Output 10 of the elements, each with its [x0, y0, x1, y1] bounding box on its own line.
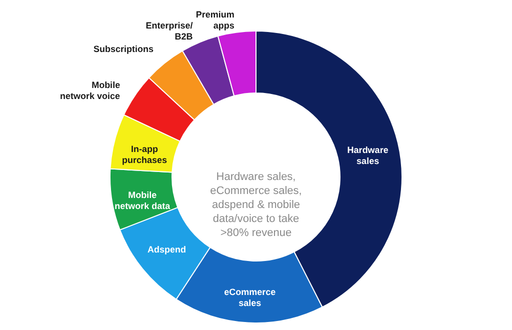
slice-label: Enterprise/ B2B	[146, 20, 194, 42]
slice-label: Mobile network voice	[60, 80, 120, 102]
text: Hardware sales, eCommerce sales, adspend & mobile data/voice to take >80% revenue	[210, 171, 302, 239]
slice-label: eCommerce sales	[224, 286, 276, 308]
slice-label: Adspend	[147, 244, 186, 254]
slice-label: Mobile network data	[114, 190, 172, 211]
slice-label: Hardware sales	[347, 145, 388, 166]
slice-label: Subscriptions	[93, 44, 154, 54]
slice-label: Premium apps	[196, 9, 234, 30]
slice-label: In-app purchases	[122, 144, 168, 165]
